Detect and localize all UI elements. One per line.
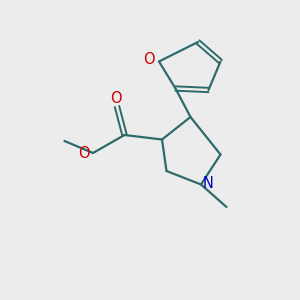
- Text: O: O: [144, 52, 155, 67]
- Text: O: O: [110, 91, 121, 106]
- Text: N: N: [203, 176, 214, 191]
- Text: O: O: [78, 146, 90, 160]
